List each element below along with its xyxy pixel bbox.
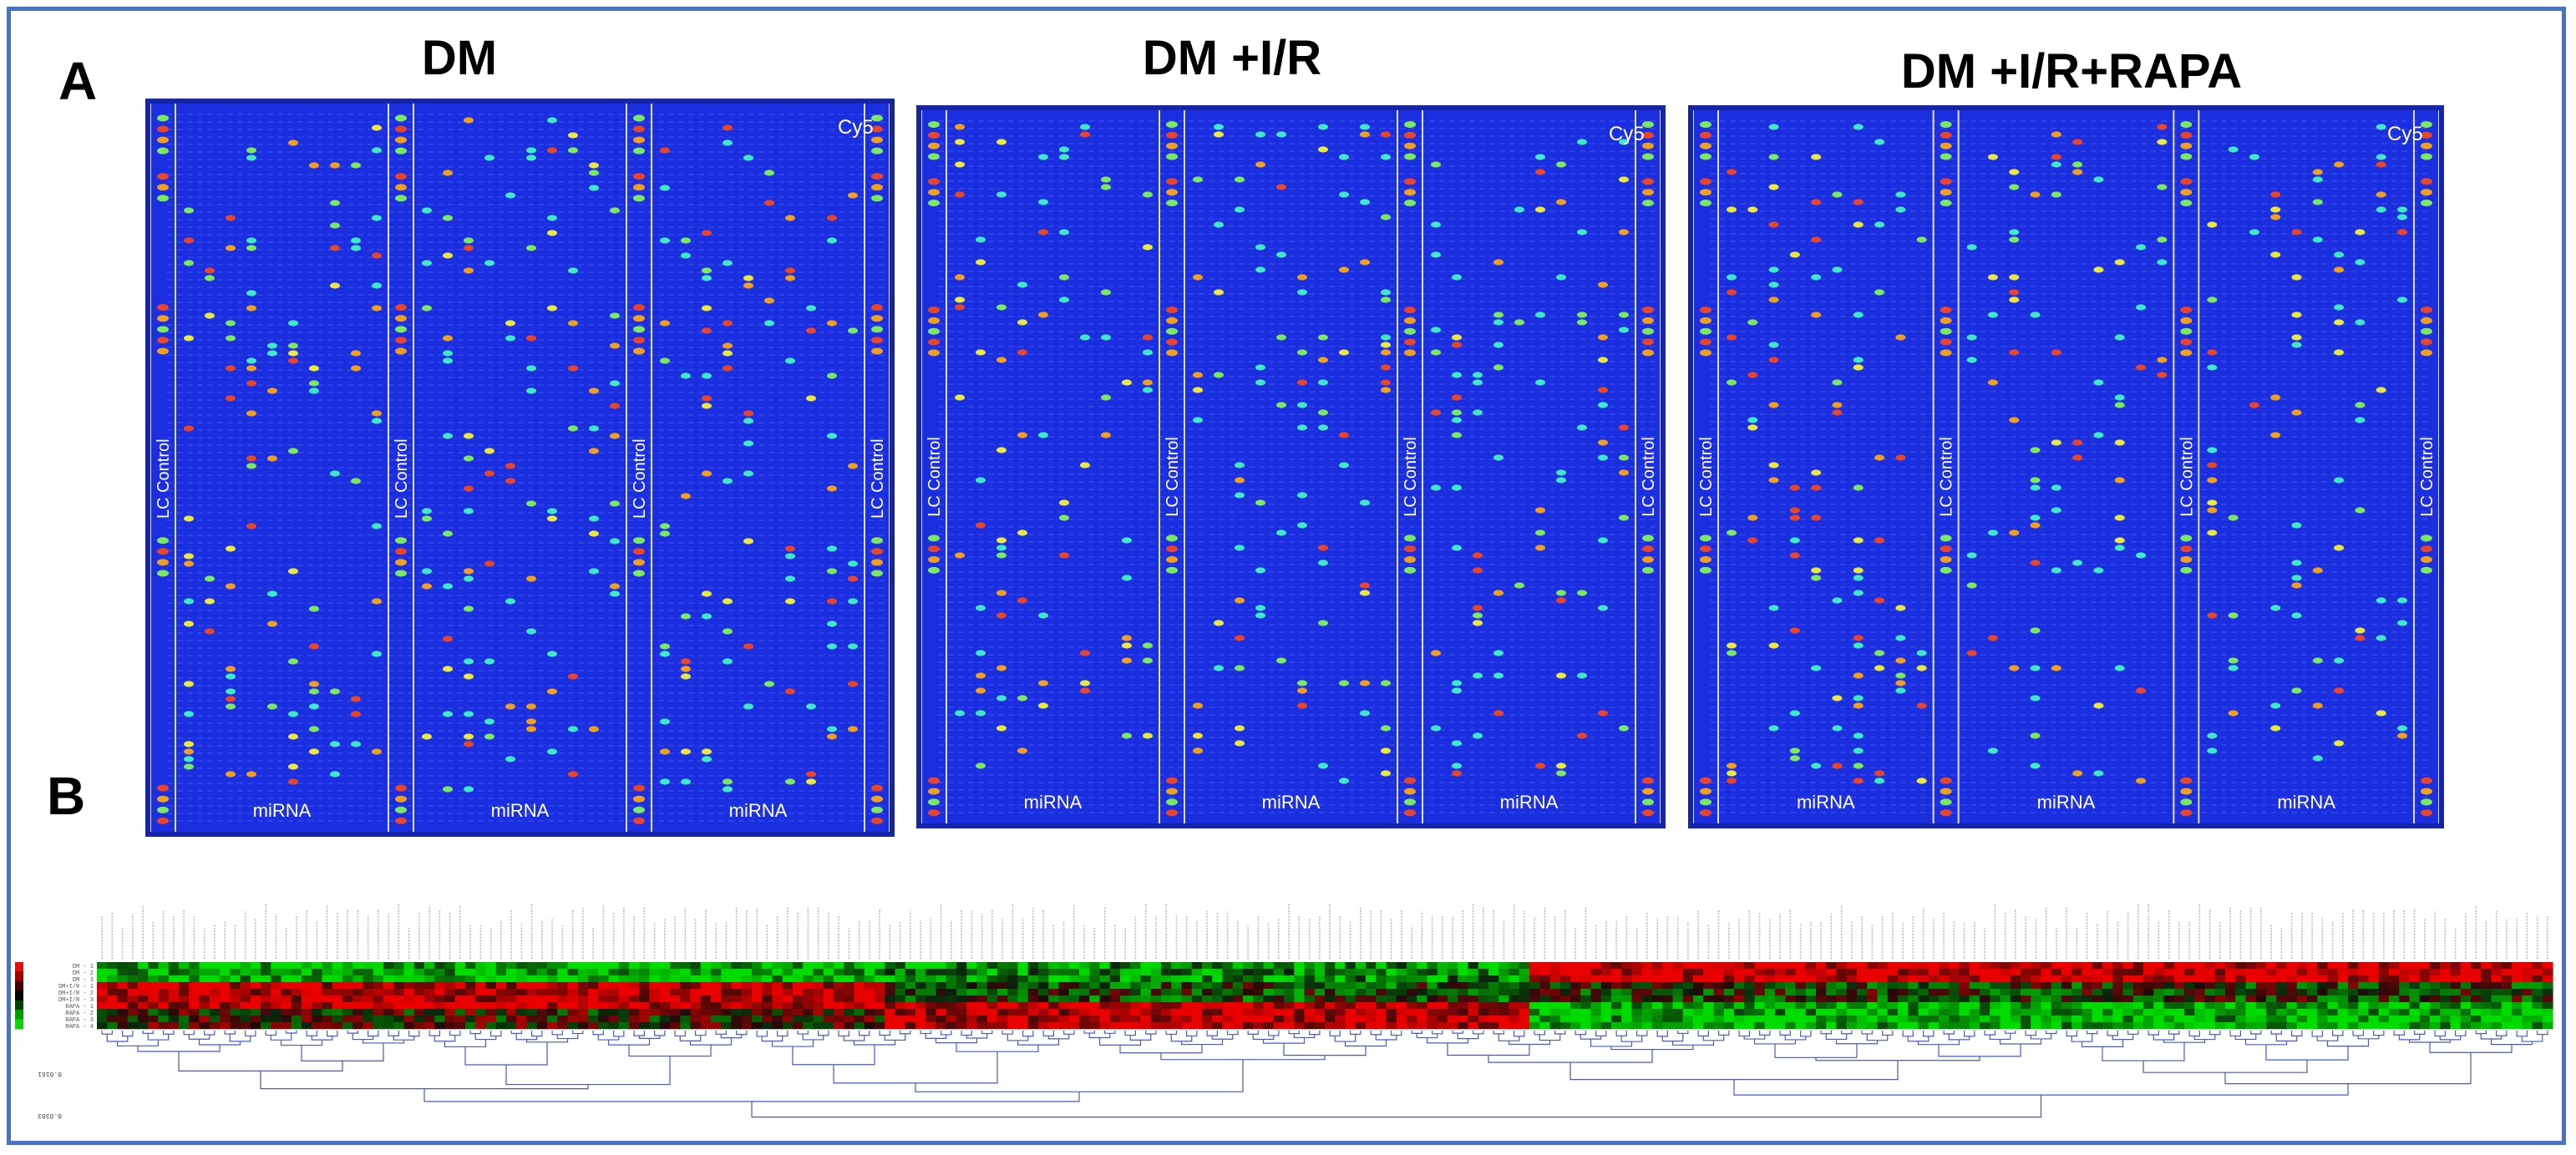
array-title-dm-ir: DM +I/R [1023, 30, 1441, 86]
microarray-dm-ir: LC Control LC Control LC Control LC Control… [916, 105, 1666, 828]
panel-a-label: A [58, 50, 97, 112]
heatmap-cells [97, 962, 2553, 1030]
lc-control-label: LC Control [1402, 437, 1420, 517]
lc-control-label: LC Control [393, 438, 411, 519]
mirna-spots [184, 117, 858, 793]
heatmap-row-label: DM - 1 [73, 964, 94, 970]
lc-control-label: LC Control [869, 438, 887, 519]
heatmap-panel: DM - 1 DM - 2 DM - 3 DM+I/R - 1 DM+I/R - 2 DM… [13, 895, 2563, 1155]
figure-frame [7, 7, 2566, 1145]
panel-b-label: B [47, 765, 85, 827]
lc-control-label: LC Control [1164, 437, 1182, 517]
mirna-label: miRNA [1262, 792, 1321, 813]
heatmap-with-dendrogram: DM - 1DM - 2DM - 3DM+I/R - 1DM+I/R - 2DM… [15, 904, 2553, 1155]
array-title-dm-ir-rapa: DM +I/R+RAPA [1813, 43, 2330, 99]
mirna-label: miRNA [1797, 792, 1855, 813]
mirna-label: miRNA [1024, 792, 1083, 813]
lc-control-spots [928, 121, 1654, 817]
gene-label-ticks [101, 904, 2548, 959]
heatmap-row-label: RAPA - 3 [65, 1017, 94, 1024]
dendrogram [101, 1031, 2548, 1118]
heatmap-row-label: RAPA - 4 [65, 1024, 94, 1031]
heatmap-row-label: RAPA - 2 [65, 1011, 94, 1017]
mirna-spots [1727, 124, 2407, 784]
dendrogram-scale-label: 0.0161 [38, 1070, 62, 1077]
heatmap-color-key [15, 962, 23, 1030]
background-spots [938, 120, 1656, 813]
heatmap-row-label: DM+I/R - 2 [58, 990, 94, 997]
lc-control-label: LC Control [2178, 437, 2196, 517]
lc-control-label: LC Control [925, 437, 944, 517]
lc-control-spots [157, 114, 883, 824]
array-title-dm: DM [301, 30, 618, 86]
lc-control-label: LC Control [155, 438, 173, 519]
lc-control-label: LC Control [1697, 437, 1716, 517]
lc-control-label: LC Control [1938, 437, 1956, 517]
microarray-dm-ir-rapa-spots: LC Control LC Control LC Control LC Control… [1693, 110, 2439, 823]
cy5-label: Cy5 [838, 116, 874, 139]
microarray-dm: LC Control LC Control LC Control LC Control… [145, 99, 895, 837]
microarray-dm-ir-spots: LC Control LC Control LC Control LC Control… [921, 110, 1661, 823]
heatmap-row-label: DM - 2 [73, 970, 94, 977]
mirna-label: miRNA [1500, 792, 1559, 813]
grid-lines [150, 104, 890, 832]
mirna-label: miRNA [2277, 792, 2335, 813]
heatmap-row-label: DM+I/R - 1 [58, 984, 94, 990]
lc-control-spots [1700, 121, 2432, 817]
mirna-label: miRNA [2037, 792, 2096, 813]
background-spots [1710, 120, 2427, 813]
lc-control-label: LC Control [2418, 437, 2437, 517]
heatmap-row-label: DM - 3 [73, 977, 94, 984]
grid-lines [921, 110, 1661, 823]
microarray-dm-ir-rapa: LC Control LC Control LC Control LC Control… [1688, 105, 2444, 828]
mirna-label: miRNA [491, 800, 550, 821]
microarray-dm-spots: LC Control LC Control LC Control LC Control… [150, 104, 890, 832]
lc-control-label: LC Control [1640, 437, 1658, 517]
grid-lines [1693, 110, 2439, 823]
background-spots [167, 114, 885, 822]
mirna-label: miRNA [729, 800, 788, 821]
cy5-label: Cy5 [2387, 123, 2423, 145]
mirna-spots [955, 124, 1629, 784]
dendrogram-scale-label: 0.0383 [38, 1112, 62, 1119]
lc-control-label: LC Control [631, 438, 649, 519]
heatmap-row-label: DM+I/R - 3 [58, 997, 94, 1004]
mirna-label: miRNA [253, 800, 312, 821]
heatmap-row-label: RAPA - 1 [65, 1004, 94, 1011]
cy5-label: Cy5 [1609, 123, 1645, 145]
